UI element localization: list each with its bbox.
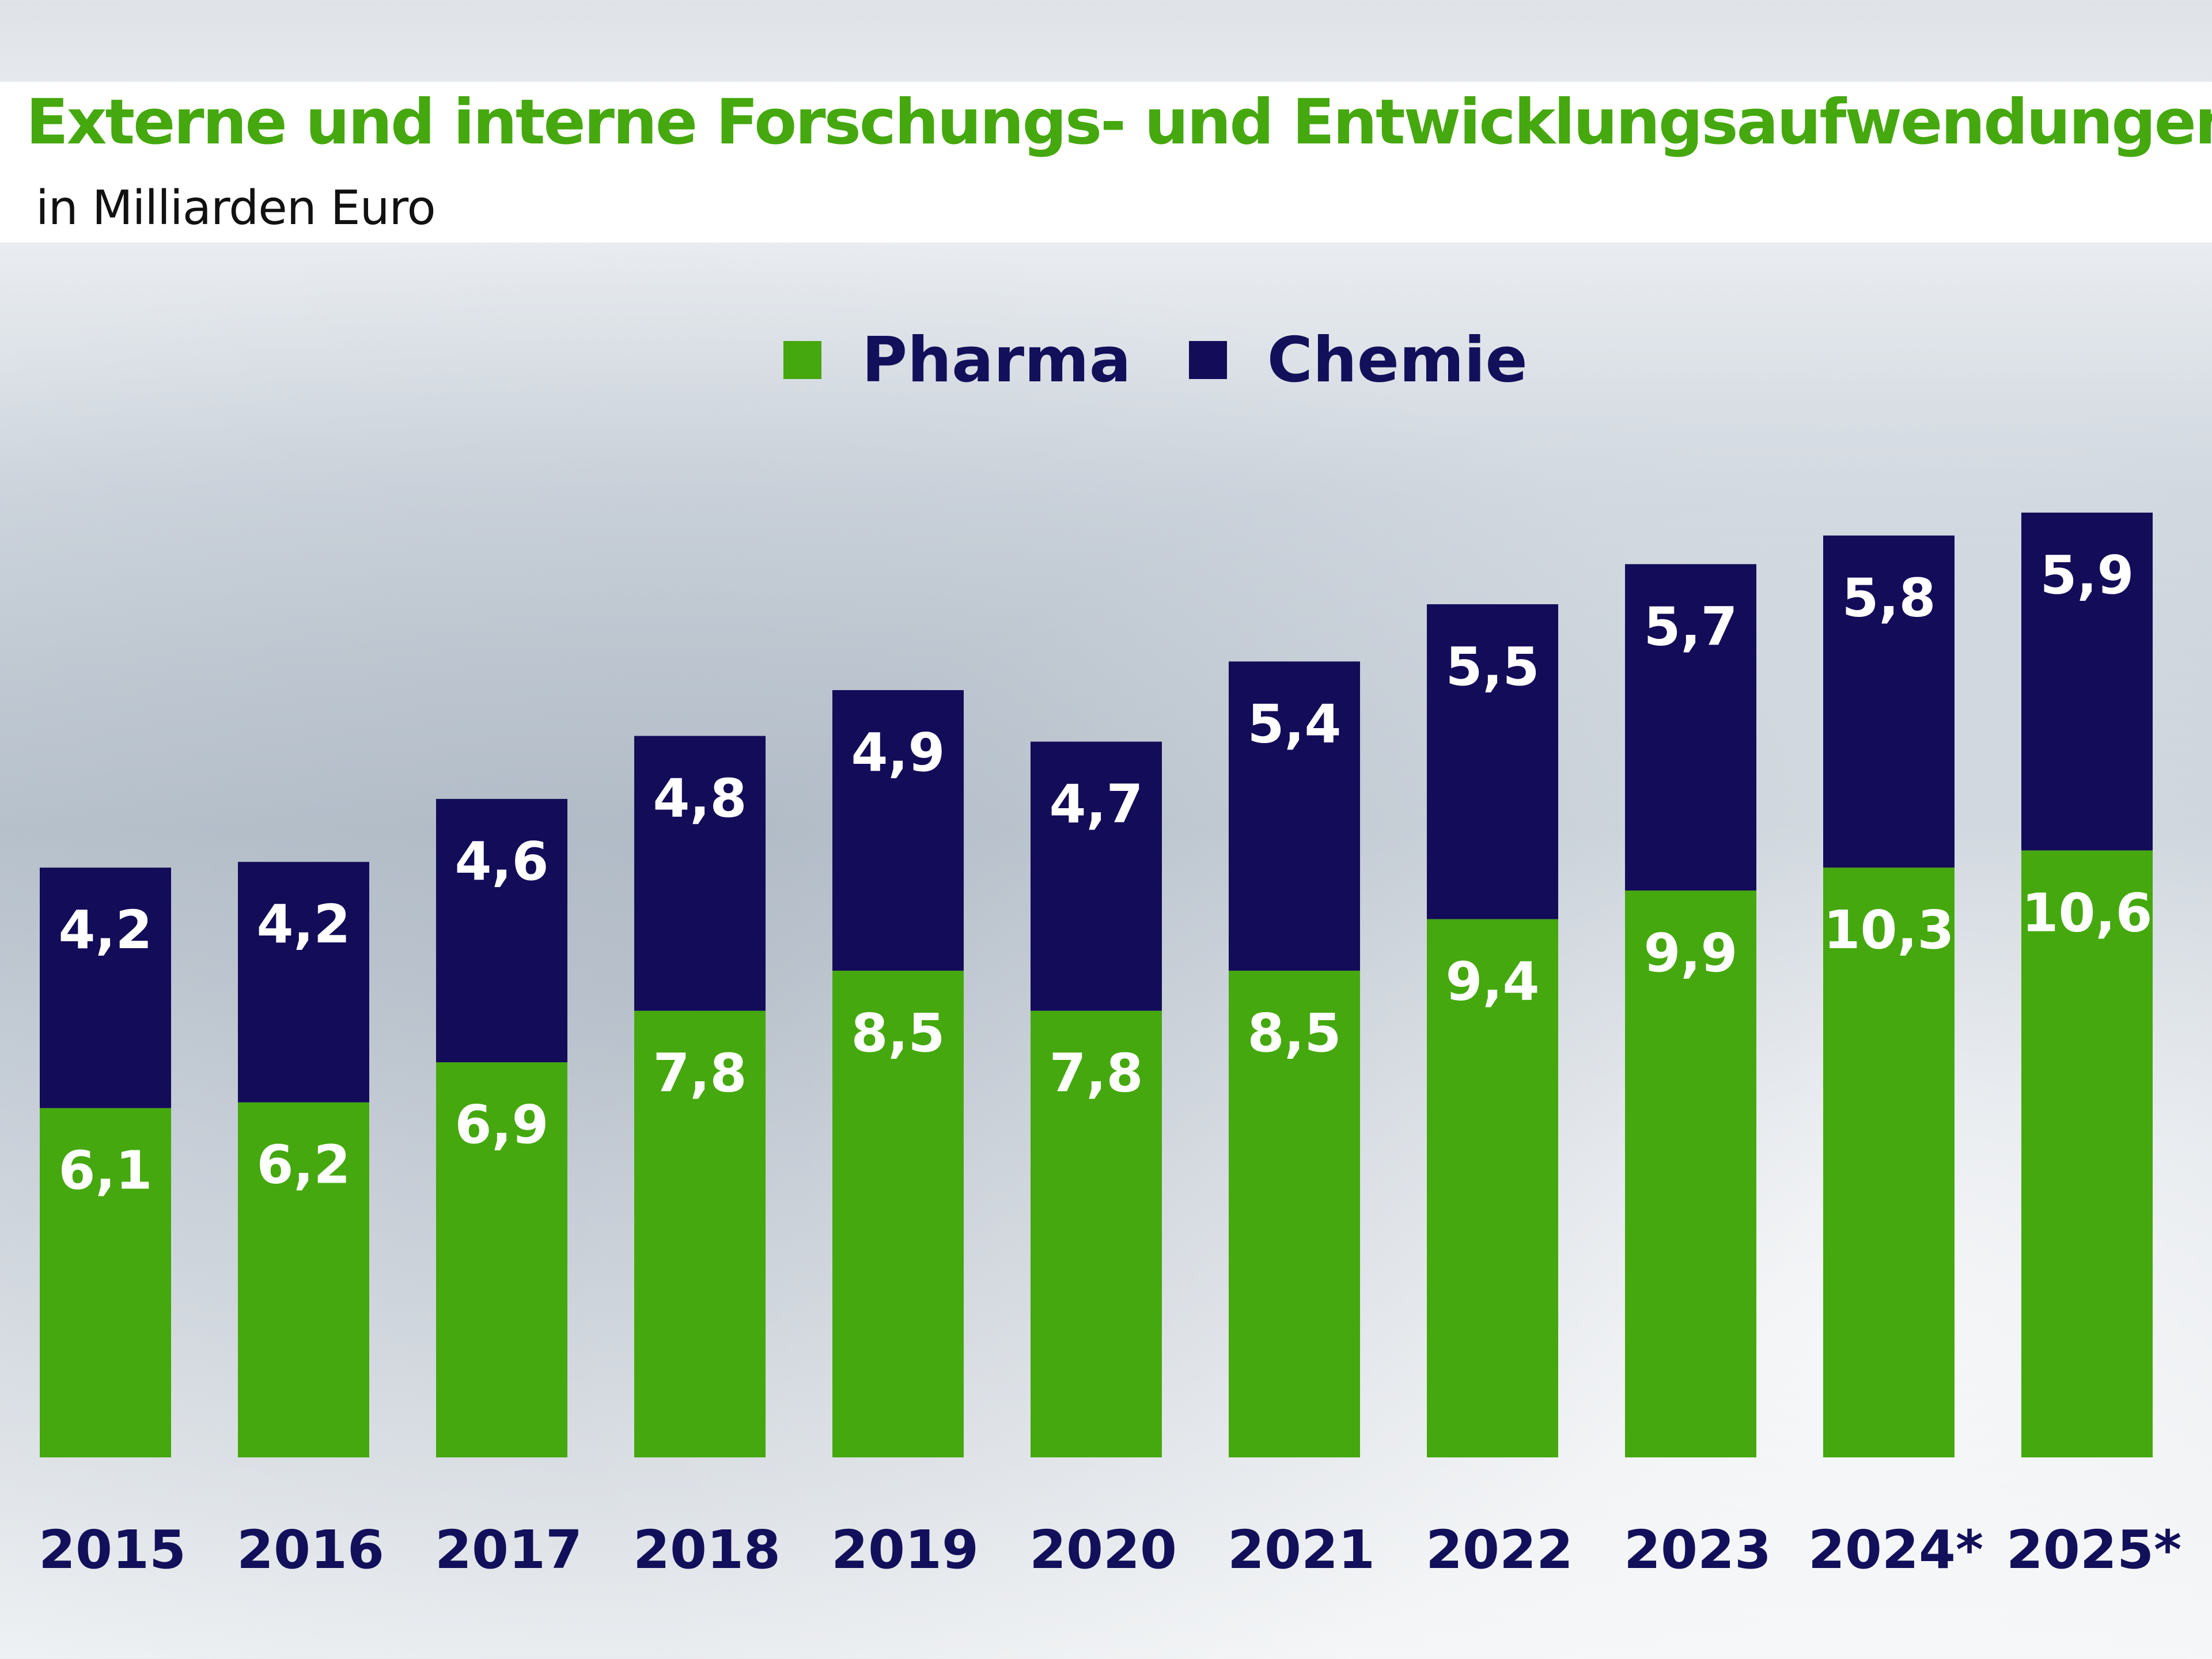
label-chemie-2024*: 5,8: [1842, 567, 1936, 629]
label-chemie-2015: 4,2: [59, 899, 153, 961]
chart-subtitle: in Milliarden Euro: [36, 181, 436, 236]
bar-pharma-2021: [1229, 971, 1360, 1457]
bar-chemie-2015: [40, 868, 171, 1108]
label-pharma-2018: 7,8: [653, 1043, 747, 1104]
bar-chemie-2020: [1031, 741, 1162, 1011]
label-chemie-2023: 5,7: [1644, 596, 1738, 657]
bar-pharma-2024*: [1823, 868, 1955, 1457]
bar-pharma-2020: [1031, 1010, 1162, 1457]
bar-chemie-2019: [832, 690, 964, 971]
legend: Pharma Chemie: [783, 323, 1585, 397]
x-tick-2020: 2020: [1029, 1519, 1177, 1581]
bar-pharma-2019: [832, 971, 964, 1457]
label-pharma-2019: 8,5: [851, 1002, 945, 1064]
label-chemie-2017: 4,6: [455, 831, 549, 892]
x-tick-2025*: 2025*: [2006, 1519, 2181, 1581]
x-tick-2017: 2017: [435, 1519, 582, 1581]
bar-pharma-2025*: [2021, 850, 2153, 1457]
label-pharma-2021: 8,5: [1248, 1002, 1342, 1064]
bar-chemie-2023: [1625, 564, 1756, 891]
label-pharma-2017: 6,9: [455, 1094, 549, 1156]
bar-chemie-2016: [238, 862, 369, 1103]
bar-pharma-2023: [1625, 890, 1756, 1457]
label-pharma-2024*: 10,3: [1824, 899, 1955, 961]
bar-chemie-2018: [634, 736, 766, 1011]
label-chemie-2022: 5,5: [1446, 636, 1540, 698]
legend-label-pharma: Pharma: [862, 324, 1131, 396]
label-pharma-2015: 6,1: [59, 1140, 153, 1202]
bar-chemie-2024*: [1823, 535, 1955, 868]
bar-pharma-2018: [634, 1010, 766, 1457]
legend-swatch-chemie: [1188, 341, 1227, 379]
label-chemie-2018: 4,8: [653, 768, 747, 830]
bar-chemie-2017: [436, 798, 567, 1063]
x-tick-2021: 2021: [1228, 1519, 1375, 1581]
bar-pharma-2016: [238, 1102, 369, 1457]
chart-title: Externe und interne Forschungs- und Entw…: [26, 86, 2212, 158]
x-tick-2016: 2016: [237, 1519, 384, 1581]
x-tick-2022: 2022: [1426, 1519, 1573, 1581]
x-tick-2024*: 2024*: [1808, 1519, 1983, 1581]
bar-chemie-2021: [1229, 661, 1360, 971]
bar-chemie-2022: [1427, 604, 1558, 919]
x-tick-2023: 2023: [1624, 1519, 1771, 1581]
x-tick-2018: 2018: [633, 1519, 781, 1581]
bar-pharma-2022: [1427, 919, 1558, 1457]
label-pharma-2022: 9,4: [1446, 951, 1540, 1013]
bar-chemie-2025*: [2021, 512, 2153, 851]
label-pharma-2020: 7,8: [1050, 1043, 1143, 1104]
x-tick-2015: 2015: [39, 1519, 186, 1581]
label-chemie-2019: 4,9: [851, 722, 945, 783]
bar-pharma-2017: [436, 1062, 567, 1457]
x-tick-2019: 2019: [831, 1519, 979, 1581]
legend-swatch-pharma: [783, 341, 821, 379]
label-pharma-2025*: 10,6: [2022, 882, 2153, 944]
label-chemie-2025*: 5,9: [2040, 544, 2134, 606]
label-pharma-2016: 6,2: [257, 1134, 351, 1196]
legend-label-chemie: Chemie: [1267, 324, 1528, 396]
bar-pharma-2015: [40, 1108, 171, 1457]
label-chemie-2020: 4,7: [1050, 774, 1143, 835]
label-chemie-2016: 4,2: [257, 893, 351, 955]
label-pharma-2023: 9,9: [1644, 922, 1738, 984]
title-band: [0, 82, 2212, 243]
label-chemie-2021: 5,4: [1248, 693, 1342, 755]
